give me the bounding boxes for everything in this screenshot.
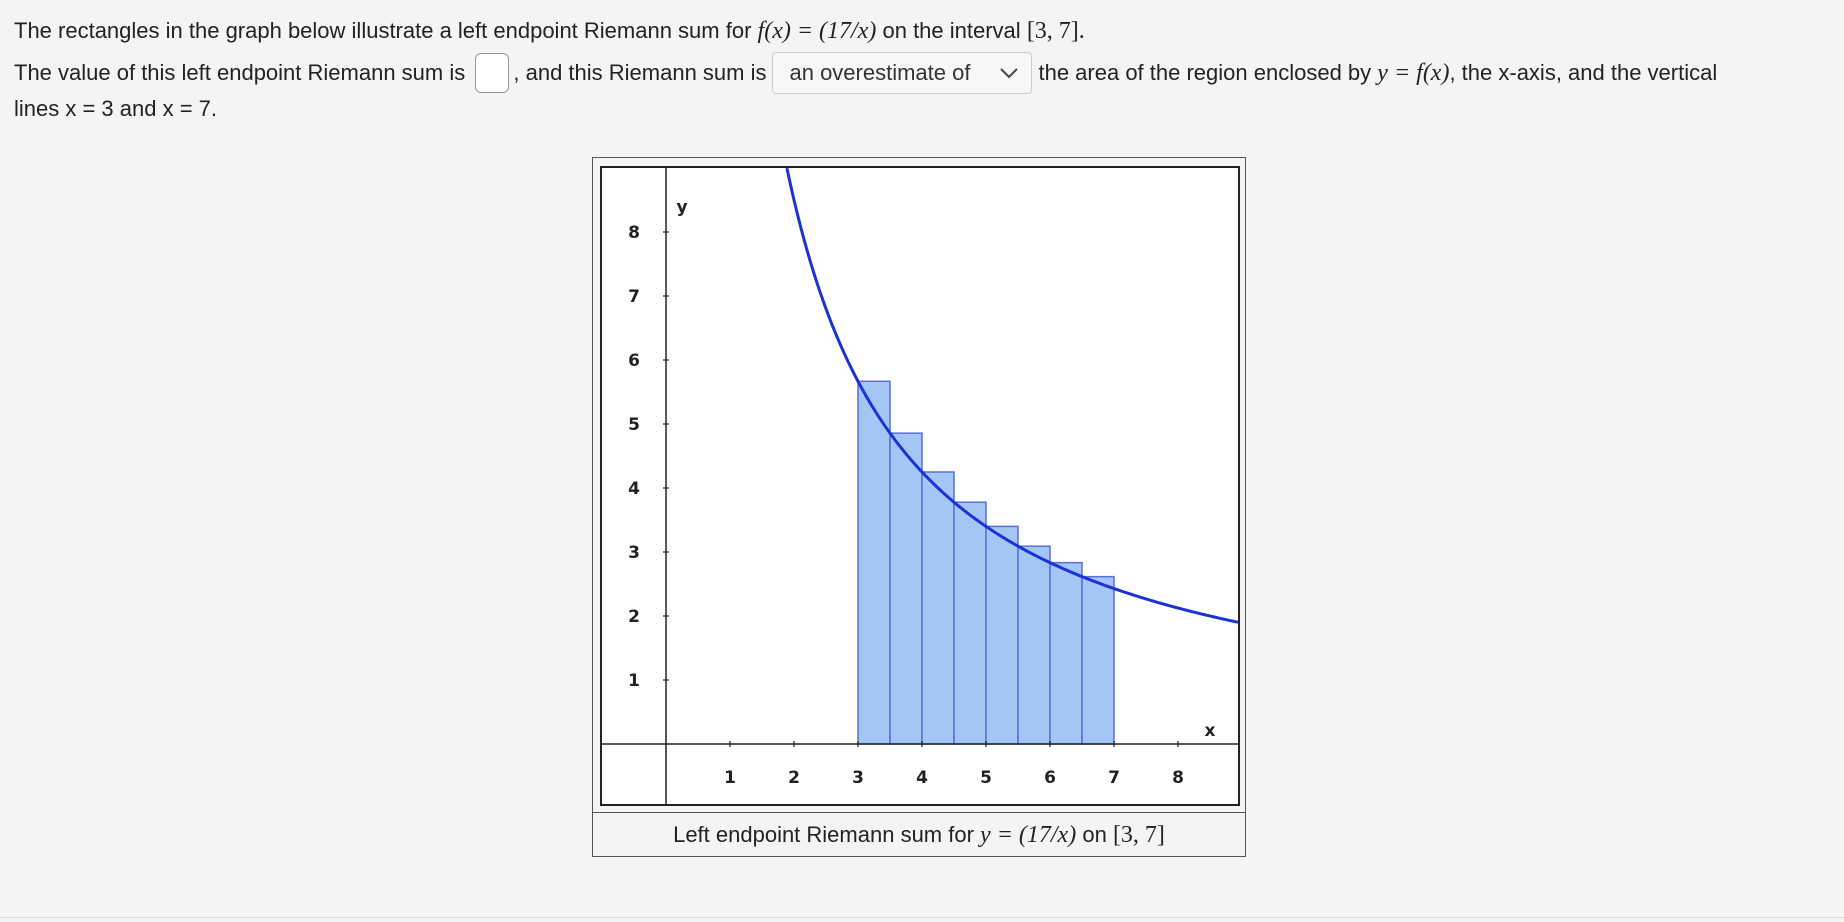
y-tick-label-5: 5 <box>628 415 640 435</box>
question-line-1: The rectangles in the graph below illust… <box>14 18 1085 44</box>
riemann-rectangle-2 <box>889 432 923 745</box>
function-curve <box>785 167 1239 624</box>
estimate-type-select[interactable]: an overestimate of <box>772 52 1033 94</box>
y-tick-label-6: 6 <box>628 351 640 371</box>
riemann-rectangle-4 <box>953 501 987 745</box>
divider <box>0 917 1844 918</box>
x-tick-label-6: 6 <box>1044 768 1056 788</box>
estimate-type-selected-value: an overestimate of <box>789 60 971 85</box>
x-tick-label-8: 8 <box>1172 768 1184 788</box>
question-line-3: lines x = 3 and x = 7. <box>14 96 218 121</box>
riemann-sum-chart: 1 2 3 4 5 6 7 8 1 2 3 4 5 6 7 8 x y <box>602 167 1239 804</box>
y-tick-label-4: 4 <box>628 479 640 499</box>
chevron-down-icon <box>1000 68 1019 79</box>
riemann-rectangle-7 <box>1049 561 1083 745</box>
riemann-rectangle-6 <box>1017 545 1051 745</box>
y-axis-label: y <box>676 197 687 217</box>
riemann-sum-answer-input[interactable] <box>475 53 510 93</box>
interval-expression: [3, 7]. <box>1026 18 1085 44</box>
y-tick-label-1: 1 <box>628 671 640 691</box>
x-tick-label-2: 2 <box>788 768 800 788</box>
graph-caption: Left endpoint Riemann sum for y = (17/x)… <box>593 812 1245 857</box>
y-tick-label-7: 7 <box>628 287 640 307</box>
function-expression: f(x) = (17/x) <box>757 18 877 44</box>
question-line-2: The value of this left endpoint Riemann … <box>14 52 1717 94</box>
riemann-rectangle-1 <box>857 380 891 745</box>
x-axis-label: x <box>1205 721 1216 741</box>
riemann-rectangle-5 <box>985 525 1019 745</box>
graph-frame: 1 2 3 4 5 6 7 8 1 2 3 4 5 6 7 8 x y <box>600 166 1240 806</box>
x-tick-label-7: 7 <box>1108 768 1120 788</box>
x-tick-label-1: 1 <box>724 768 736 788</box>
x-tick-label-5: 5 <box>980 768 992 788</box>
graph-figure: 1 2 3 4 5 6 7 8 1 2 3 4 5 6 7 8 x y Left endpoint Riemann… <box>592 157 1246 857</box>
x-tick-label-3: 3 <box>852 768 864 788</box>
y-tick-label-3: 3 <box>628 543 640 563</box>
riemann-rectangle-8 <box>1081 575 1115 745</box>
x-tick-label-4: 4 <box>916 768 928 788</box>
riemann-rectangle-3 <box>921 471 955 745</box>
y-tick-label-2: 2 <box>628 607 640 627</box>
y-tick-label-8: 8 <box>628 223 640 243</box>
